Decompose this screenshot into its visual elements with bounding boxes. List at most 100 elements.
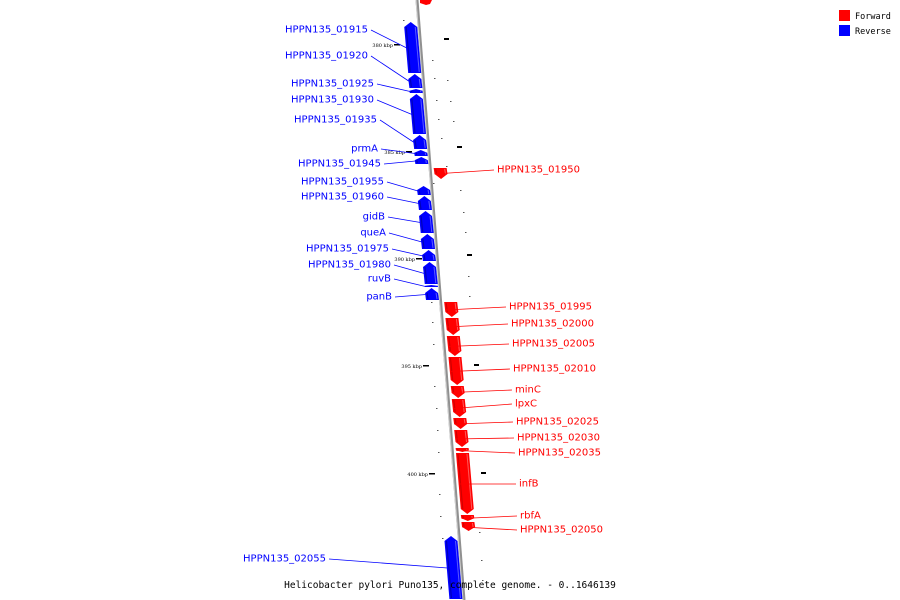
gene-label-leader <box>393 264 425 274</box>
gene-highlight <box>420 98 425 134</box>
gene-label[interactable]: lpxC <box>515 399 537 410</box>
gene-highlight <box>414 26 420 73</box>
minor-tick <box>440 516 442 517</box>
minor-tick <box>403 20 405 21</box>
gene-label-leader <box>461 515 518 519</box>
gene-label[interactable]: queA <box>360 228 386 239</box>
gene-panB[interactable] <box>425 288 439 300</box>
gene-prmA[interactable] <box>414 150 428 156</box>
gene-label-leader <box>383 160 416 165</box>
gene-arrow[interactable] <box>408 74 423 88</box>
gene-label[interactable]: minC <box>515 385 541 396</box>
gene-shade <box>448 336 451 352</box>
gene-gidB[interactable] <box>419 211 434 233</box>
gene-HPPN135_02055[interactable] <box>444 536 463 599</box>
tick-leader <box>416 258 422 260</box>
gene-ruvB[interactable] <box>424 285 438 287</box>
gene-label[interactable]: ruvB <box>368 274 391 285</box>
gene-label[interactable]: HPPN135_01935 <box>294 115 377 126</box>
gene-label-leader <box>376 99 413 115</box>
gene-label-leader <box>370 55 410 82</box>
gene-label[interactable]: HPPN135_02035 <box>518 448 601 459</box>
gene-highlight <box>471 522 474 528</box>
gene-highlight <box>429 215 433 233</box>
gene-arrow[interactable] <box>413 135 428 149</box>
gene-arrow[interactable] <box>455 453 474 514</box>
gene-label[interactable]: HPPN135_01920 <box>285 51 368 62</box>
gene-arrow[interactable] <box>404 22 422 73</box>
gene-label[interactable]: HPPN135_01995 <box>509 302 592 313</box>
gene-HPPN135_01975[interactable] <box>422 250 436 261</box>
gene-highlight <box>463 418 466 425</box>
tick-leader <box>429 473 435 475</box>
gene-label[interactable]: HPPN135_02030 <box>517 433 600 444</box>
gene-HPPN135_01955[interactable] <box>417 186 431 195</box>
gene-label[interactable]: HPPN135_02005 <box>512 339 595 350</box>
gene-label[interactable]: rbfA <box>520 511 541 522</box>
gene-HPPN135_02035[interactable] <box>455 448 469 452</box>
gene-highlight <box>454 540 461 599</box>
major-tick-mark <box>481 472 486 474</box>
gene-HPPN135_01925[interactable] <box>409 89 423 93</box>
gene-label[interactable]: HPPN135_02010 <box>513 364 596 375</box>
gene-HPPN135_02050[interactable] <box>461 522 476 531</box>
gene-queA[interactable] <box>420 234 436 249</box>
gene-label[interactable]: HPPN135_02050 <box>520 525 603 536</box>
gene-label[interactable]: HPPN135_01975 <box>306 244 389 255</box>
gene-label-leader <box>455 437 515 440</box>
gene-highlight <box>466 453 473 510</box>
gene-highlight <box>427 189 430 195</box>
gene-label-leader <box>387 216 421 223</box>
gene-arrow[interactable] <box>414 157 429 164</box>
gene-arrow[interactable] <box>409 89 423 93</box>
gene-arrow[interactable] <box>444 536 463 599</box>
gene-label[interactable]: HPPN135_02025 <box>516 417 599 428</box>
gene-arrow[interactable] <box>417 186 431 195</box>
minor-tick <box>463 212 465 213</box>
gene-shade <box>462 522 465 528</box>
gene-arrow[interactable] <box>461 522 476 531</box>
gene-label[interactable]: HPPN135_01930 <box>291 95 374 106</box>
gene-label[interactable]: HPPN135_01955 <box>301 177 384 188</box>
gene-label[interactable]: HPPN135_01960 <box>301 192 384 203</box>
gene-shade <box>445 540 453 599</box>
gene-label[interactable]: infB <box>519 479 539 490</box>
gene-label[interactable]: HPPN135_01980 <box>308 260 391 271</box>
gene-HPPN135_01980[interactable] <box>423 262 438 284</box>
gene-label[interactable]: gidB <box>363 212 385 223</box>
gene-arrow[interactable] <box>414 150 428 156</box>
minor-tick <box>432 322 434 323</box>
gene-label[interactable]: panB <box>366 292 392 303</box>
gene-label[interactable]: HPPN135_02000 <box>511 319 594 330</box>
gene-label[interactable]: prmA <box>351 144 378 155</box>
gene-highlight <box>462 399 465 413</box>
legend-reverse-swatch <box>839 25 850 36</box>
gene-shade <box>411 98 416 134</box>
gene-HPPN135_01920[interactable] <box>408 74 423 88</box>
gene-HPPN135_01930[interactable] <box>409 94 426 134</box>
gene-infB[interactable] <box>455 453 474 514</box>
gene-label-leader <box>328 558 448 569</box>
gene-shade <box>418 189 421 195</box>
gene-arrow[interactable] <box>425 288 439 300</box>
gene-arrow[interactable] <box>420 234 436 249</box>
minor-tick <box>439 494 441 495</box>
gene-HPPN135_01945[interactable] <box>414 157 429 164</box>
gene-shade <box>446 318 450 331</box>
gene-arrow[interactable] <box>417 196 432 210</box>
gene-HPPN135_01915[interactable] <box>404 22 422 73</box>
gene-HPPN135_01935[interactable] <box>413 135 428 149</box>
gene-arrow-offscreen-top <box>420 0 432 5</box>
gene-shade <box>424 266 428 284</box>
gene-shade <box>455 430 459 443</box>
gene-arrow[interactable] <box>422 250 436 261</box>
gene-label[interactable]: HPPN135_02055 <box>243 554 326 565</box>
gene-HPPN135_01960[interactable] <box>417 196 432 210</box>
gene-label-leader <box>454 421 514 425</box>
gene-label[interactable]: HPPN135_01915 <box>285 25 368 36</box>
gene-highlight <box>423 139 426 149</box>
gene-label[interactable]: HPPN135_01945 <box>298 159 381 170</box>
gene-arrow[interactable] <box>424 285 438 287</box>
gene-label[interactable]: HPPN135_01950 <box>497 165 580 176</box>
gene-label[interactable]: HPPN135_01925 <box>291 79 374 90</box>
